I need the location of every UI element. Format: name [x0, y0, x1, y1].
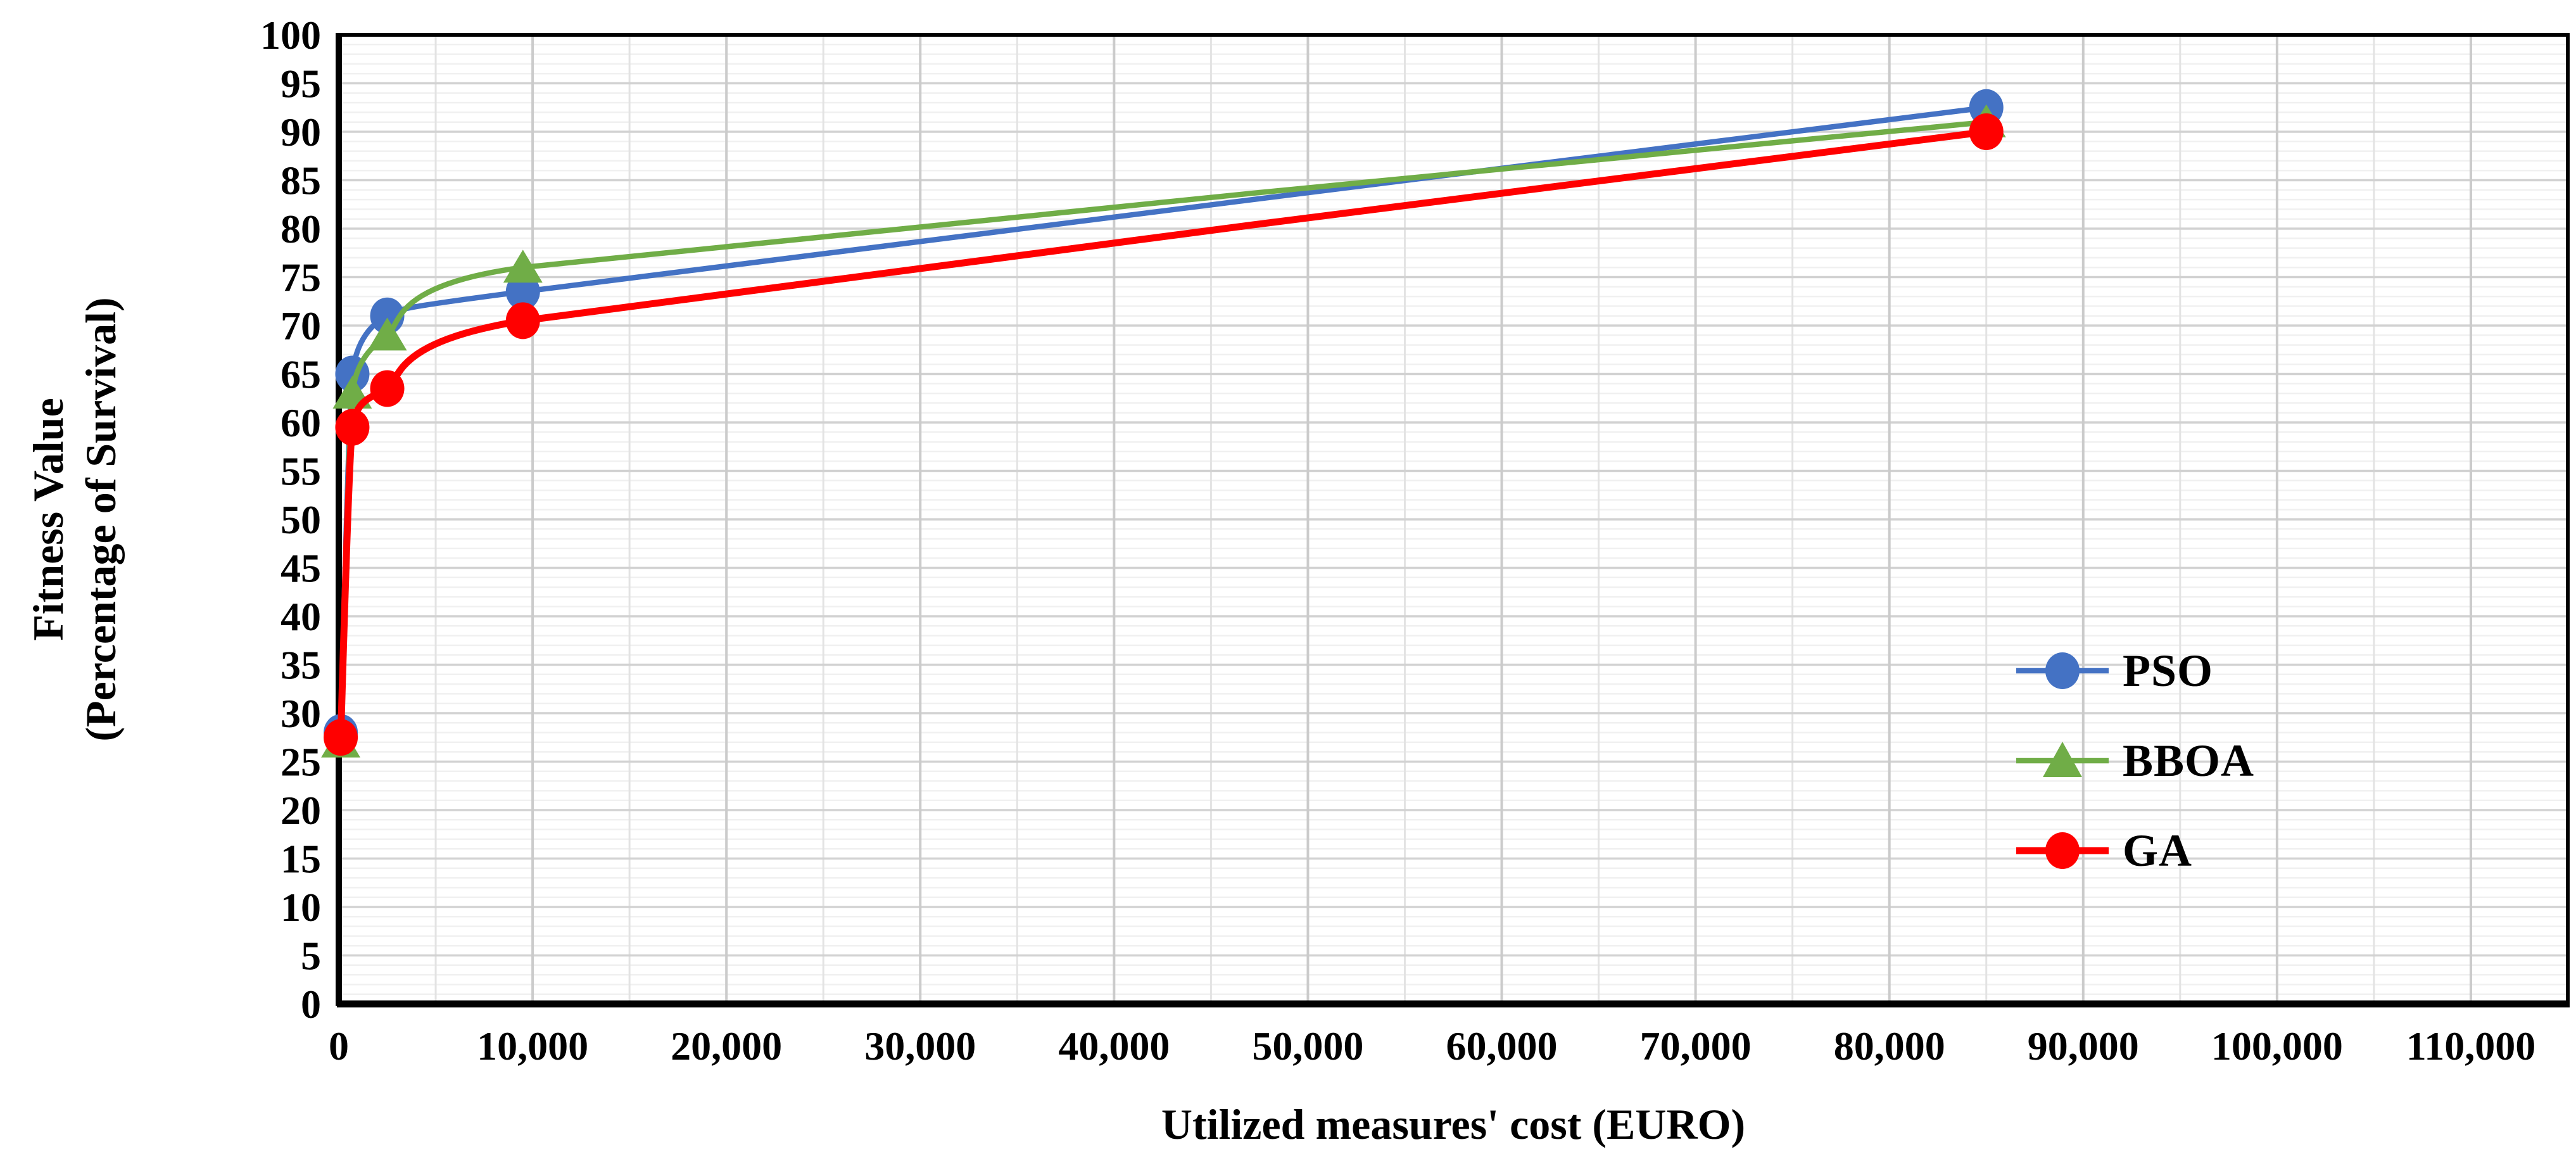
y-axis-title-line2: (Percentage of Survival)	[77, 297, 125, 742]
legend-label: PSO	[2123, 645, 2214, 696]
y-tick-label: 85	[281, 158, 321, 203]
series-ga	[324, 113, 2004, 756]
x-tick-label: 40,000	[1058, 1024, 1170, 1068]
x-tick-label: 60,000	[1446, 1024, 1558, 1068]
x-tick-label: 70,000	[1640, 1024, 1752, 1068]
series-pso	[324, 89, 2004, 751]
y-axis-title: Fitness Value (Percentage of Survival)	[22, 297, 127, 741]
y-axis-title-line1: Fitness Value	[24, 398, 73, 641]
y-tick-label: 90	[281, 110, 321, 155]
y-tick-label: 70	[281, 303, 321, 348]
y-tick-label: 95	[281, 61, 321, 106]
legend-item-ga: GA	[2015, 806, 2254, 896]
y-tick-label: 25	[281, 740, 321, 785]
legend-label: GA	[2123, 825, 2192, 876]
y-tick-label: 55	[281, 449, 321, 494]
legend-marker-icon	[2016, 742, 2109, 777]
legend-label: BBOA	[2123, 735, 2255, 786]
data-point-marker-circle	[1969, 113, 2004, 150]
y-tick-label: 65	[281, 352, 321, 397]
y-tick-label: 10	[281, 885, 321, 930]
legend-triangle-glyph	[2043, 742, 2082, 777]
y-tick-label: 50	[281, 497, 321, 542]
y-tick-label: 75	[281, 255, 321, 300]
y-tick-label: 45	[281, 546, 321, 591]
data-point-marker-triangle	[503, 250, 543, 283]
data-point-marker-circle	[335, 409, 370, 446]
legend-circle-glyph	[2045, 652, 2080, 689]
y-tick-label: 35	[281, 643, 321, 688]
y-tick-label: 60	[281, 400, 321, 445]
data-point-marker-circle	[324, 719, 358, 756]
y-tick-label: 100	[260, 13, 321, 58]
y-tick-label: 5	[301, 934, 321, 979]
legend-item-bboa: BBOA	[2015, 716, 2254, 806]
x-tick-label: 0	[329, 1024, 349, 1068]
x-tick-label: 80,000	[1834, 1024, 1945, 1068]
y-tick-label: 40	[281, 594, 321, 639]
x-axis-title: Utilized measures' cost (EURO)	[1161, 1100, 1746, 1148]
x-tick-label: 90,000	[2028, 1024, 2139, 1068]
series-line-ga	[337, 128, 1990, 741]
x-tick-label: 50,000	[1252, 1024, 1363, 1068]
data-point-marker-circle	[370, 370, 405, 407]
data-point-marker-circle	[505, 302, 540, 339]
legend: PSO BBOA GA	[2015, 626, 2254, 896]
y-tick-label: 20	[281, 788, 321, 833]
legend-circle-glyph	[2045, 832, 2080, 869]
y-tick-label: 80	[281, 206, 321, 251]
y-tick-label: 15	[281, 837, 321, 882]
data-point-marker-triangle	[367, 317, 407, 351]
legend-item-pso: PSO	[2015, 626, 2254, 716]
series-bboa	[321, 104, 2006, 758]
x-tick-label: 20,000	[671, 1024, 782, 1068]
x-tick-label: 30,000	[864, 1024, 976, 1068]
x-tick-label: 110,000	[2406, 1024, 2535, 1068]
legend-marker-icon	[2016, 652, 2109, 689]
y-tick-label: 30	[281, 691, 321, 736]
legend-marker-icon	[2016, 832, 2109, 869]
x-tick-label: 100,000	[2211, 1024, 2343, 1068]
y-tick-label: 0	[301, 982, 321, 1027]
x-tick-label: 10,000	[477, 1024, 588, 1068]
